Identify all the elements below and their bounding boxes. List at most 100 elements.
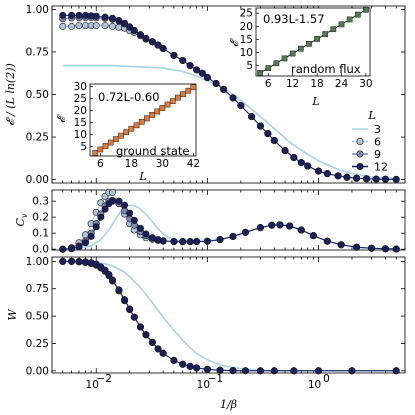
inset-random-flux-point bbox=[273, 60, 280, 67]
middle-series-12-point bbox=[75, 243, 83, 251]
legend-marker-9 bbox=[356, 150, 364, 158]
inset-random-flux-ylabel: 𝓔 bbox=[228, 37, 241, 47]
inset-ground-state-xtick-label: 42 bbox=[187, 158, 200, 170]
bottom-ytick-label: 1.00 bbox=[26, 256, 49, 268]
top-series-12-point bbox=[381, 175, 389, 183]
middle-series-3-line bbox=[62, 204, 397, 250]
inset-random-flux-ytick-label: 10 bbox=[240, 47, 253, 59]
top-ytick-label: 0.75 bbox=[26, 46, 49, 58]
middle-panel: 0.00.10.20.3Cv bbox=[14, 188, 406, 256]
bottom-series-12-point bbox=[101, 266, 109, 274]
middle-series-12-point bbox=[115, 197, 123, 205]
inset-ground-state-point bbox=[175, 94, 181, 101]
inset-random-flux-point bbox=[265, 65, 272, 71]
inset-ground-state-point bbox=[128, 125, 135, 132]
inset-random-flux-point bbox=[314, 36, 320, 42]
inset-ground-state-xlabel: L bbox=[138, 170, 146, 183]
legend-marker-6 bbox=[356, 138, 364, 146]
inset-ground-state-ytick-label: 5 bbox=[80, 141, 87, 153]
top-series-12-point bbox=[170, 51, 178, 59]
bottom-xtick-exponent: 0 bbox=[323, 373, 330, 385]
top-ytick-label: 1.00 bbox=[26, 4, 49, 16]
middle-series-12-point bbox=[97, 213, 105, 221]
top-series-12-point bbox=[101, 13, 109, 21]
middle-ytick-label: 0.3 bbox=[32, 196, 49, 208]
middle-series-12-point bbox=[186, 238, 194, 246]
bottom-series-12-point bbox=[81, 258, 89, 266]
bottom-series-12-point bbox=[59, 257, 67, 265]
legend-label-6: 6 bbox=[374, 136, 381, 149]
bottom-frame bbox=[51, 256, 406, 374]
inset-ground-state-point bbox=[144, 115, 150, 122]
bottom-series-12-point bbox=[229, 367, 237, 375]
inset-random-flux-point bbox=[363, 6, 369, 13]
top-series-12-point bbox=[212, 79, 220, 87]
top-ylabel: 𝓔 / (L ln(2)) bbox=[4, 63, 17, 126]
bottom-xtick-label: 10 bbox=[86, 379, 99, 391]
top-series-12-point bbox=[270, 136, 278, 144]
middle-series-6-point bbox=[81, 231, 89, 239]
middle-series-12-point bbox=[353, 243, 361, 251]
middle-series-12-point bbox=[203, 237, 211, 245]
top-ytick-label: 0.00 bbox=[26, 174, 49, 186]
inset-ground-state-point bbox=[190, 84, 197, 91]
top-series-12-point bbox=[148, 38, 156, 46]
inset-random-flux-xtick-label: 12 bbox=[286, 78, 299, 90]
middle-series-6-point bbox=[108, 188, 116, 196]
inset-random-flux-point bbox=[257, 70, 263, 76]
middle-series-12-point bbox=[193, 238, 201, 246]
bottom-series-12-point bbox=[392, 367, 400, 375]
inset-ground-state-point bbox=[133, 122, 140, 129]
top-series-6-point bbox=[59, 22, 67, 30]
bottom-series-12-point bbox=[154, 345, 162, 353]
inset-ground-state-point bbox=[123, 129, 130, 136]
top-series-12-point bbox=[323, 170, 331, 178]
top-series-12-point bbox=[281, 147, 289, 155]
inset-random-flux-xtick-label: 30 bbox=[359, 78, 372, 90]
middle-series-12-point bbox=[268, 221, 276, 229]
middle-series-12-point bbox=[323, 237, 331, 245]
middle-series-12-point bbox=[170, 238, 178, 246]
middle-series-12-point bbox=[337, 241, 345, 249]
top-series-12-point bbox=[121, 19, 129, 27]
middle-series-12-point bbox=[286, 222, 294, 230]
inset-ground-state-point bbox=[149, 112, 155, 118]
middle-series-12-point bbox=[309, 232, 317, 240]
inset-ground-state-ytick-label: 30 bbox=[74, 81, 87, 93]
inset-ground-state-point bbox=[185, 87, 192, 94]
middle-series-12-point bbox=[179, 238, 187, 246]
inset-random-flux-point bbox=[346, 16, 353, 23]
inset-ground-state-point bbox=[138, 118, 145, 125]
top-series-12-point bbox=[68, 11, 76, 19]
top-series-12-point bbox=[130, 26, 138, 34]
bottom-series-12-point bbox=[170, 356, 178, 364]
top-series-12-point bbox=[237, 102, 245, 110]
middle-series-12-point bbox=[256, 224, 264, 232]
middle-series-12-point bbox=[59, 245, 67, 253]
inset-ground-state-ytick-label: 25 bbox=[74, 93, 87, 105]
middle-series-12-point bbox=[241, 228, 249, 236]
middle-series-12-point bbox=[381, 245, 389, 253]
top-series-12-point bbox=[59, 11, 67, 19]
inset-ground-state-point bbox=[118, 132, 124, 139]
top-series-12-point bbox=[108, 14, 116, 22]
bottom-series-12-point bbox=[148, 338, 156, 346]
top-series-12-point bbox=[115, 16, 123, 24]
top-series-12-point bbox=[353, 174, 361, 182]
bottom-series-12-point bbox=[315, 367, 323, 375]
middle-series-12-point bbox=[81, 239, 89, 247]
bottom-series-12-point bbox=[270, 367, 278, 375]
bottom-series-12-point bbox=[159, 349, 167, 357]
bottom-series-12-point bbox=[126, 305, 134, 313]
top-series-12-point bbox=[159, 45, 167, 53]
top-series-12-point bbox=[186, 62, 194, 70]
inset-ground-state-point bbox=[180, 91, 186, 98]
inset-ground-state-point bbox=[154, 108, 161, 115]
bottom-series-12-point bbox=[136, 323, 144, 331]
bottom-series-12-point bbox=[75, 257, 83, 265]
legend-label-9: 9 bbox=[374, 148, 381, 161]
top-series-6-point bbox=[115, 23, 123, 31]
inset-ground-state-point bbox=[102, 143, 109, 149]
inset-random-flux-ytick-label: 15 bbox=[240, 34, 253, 46]
